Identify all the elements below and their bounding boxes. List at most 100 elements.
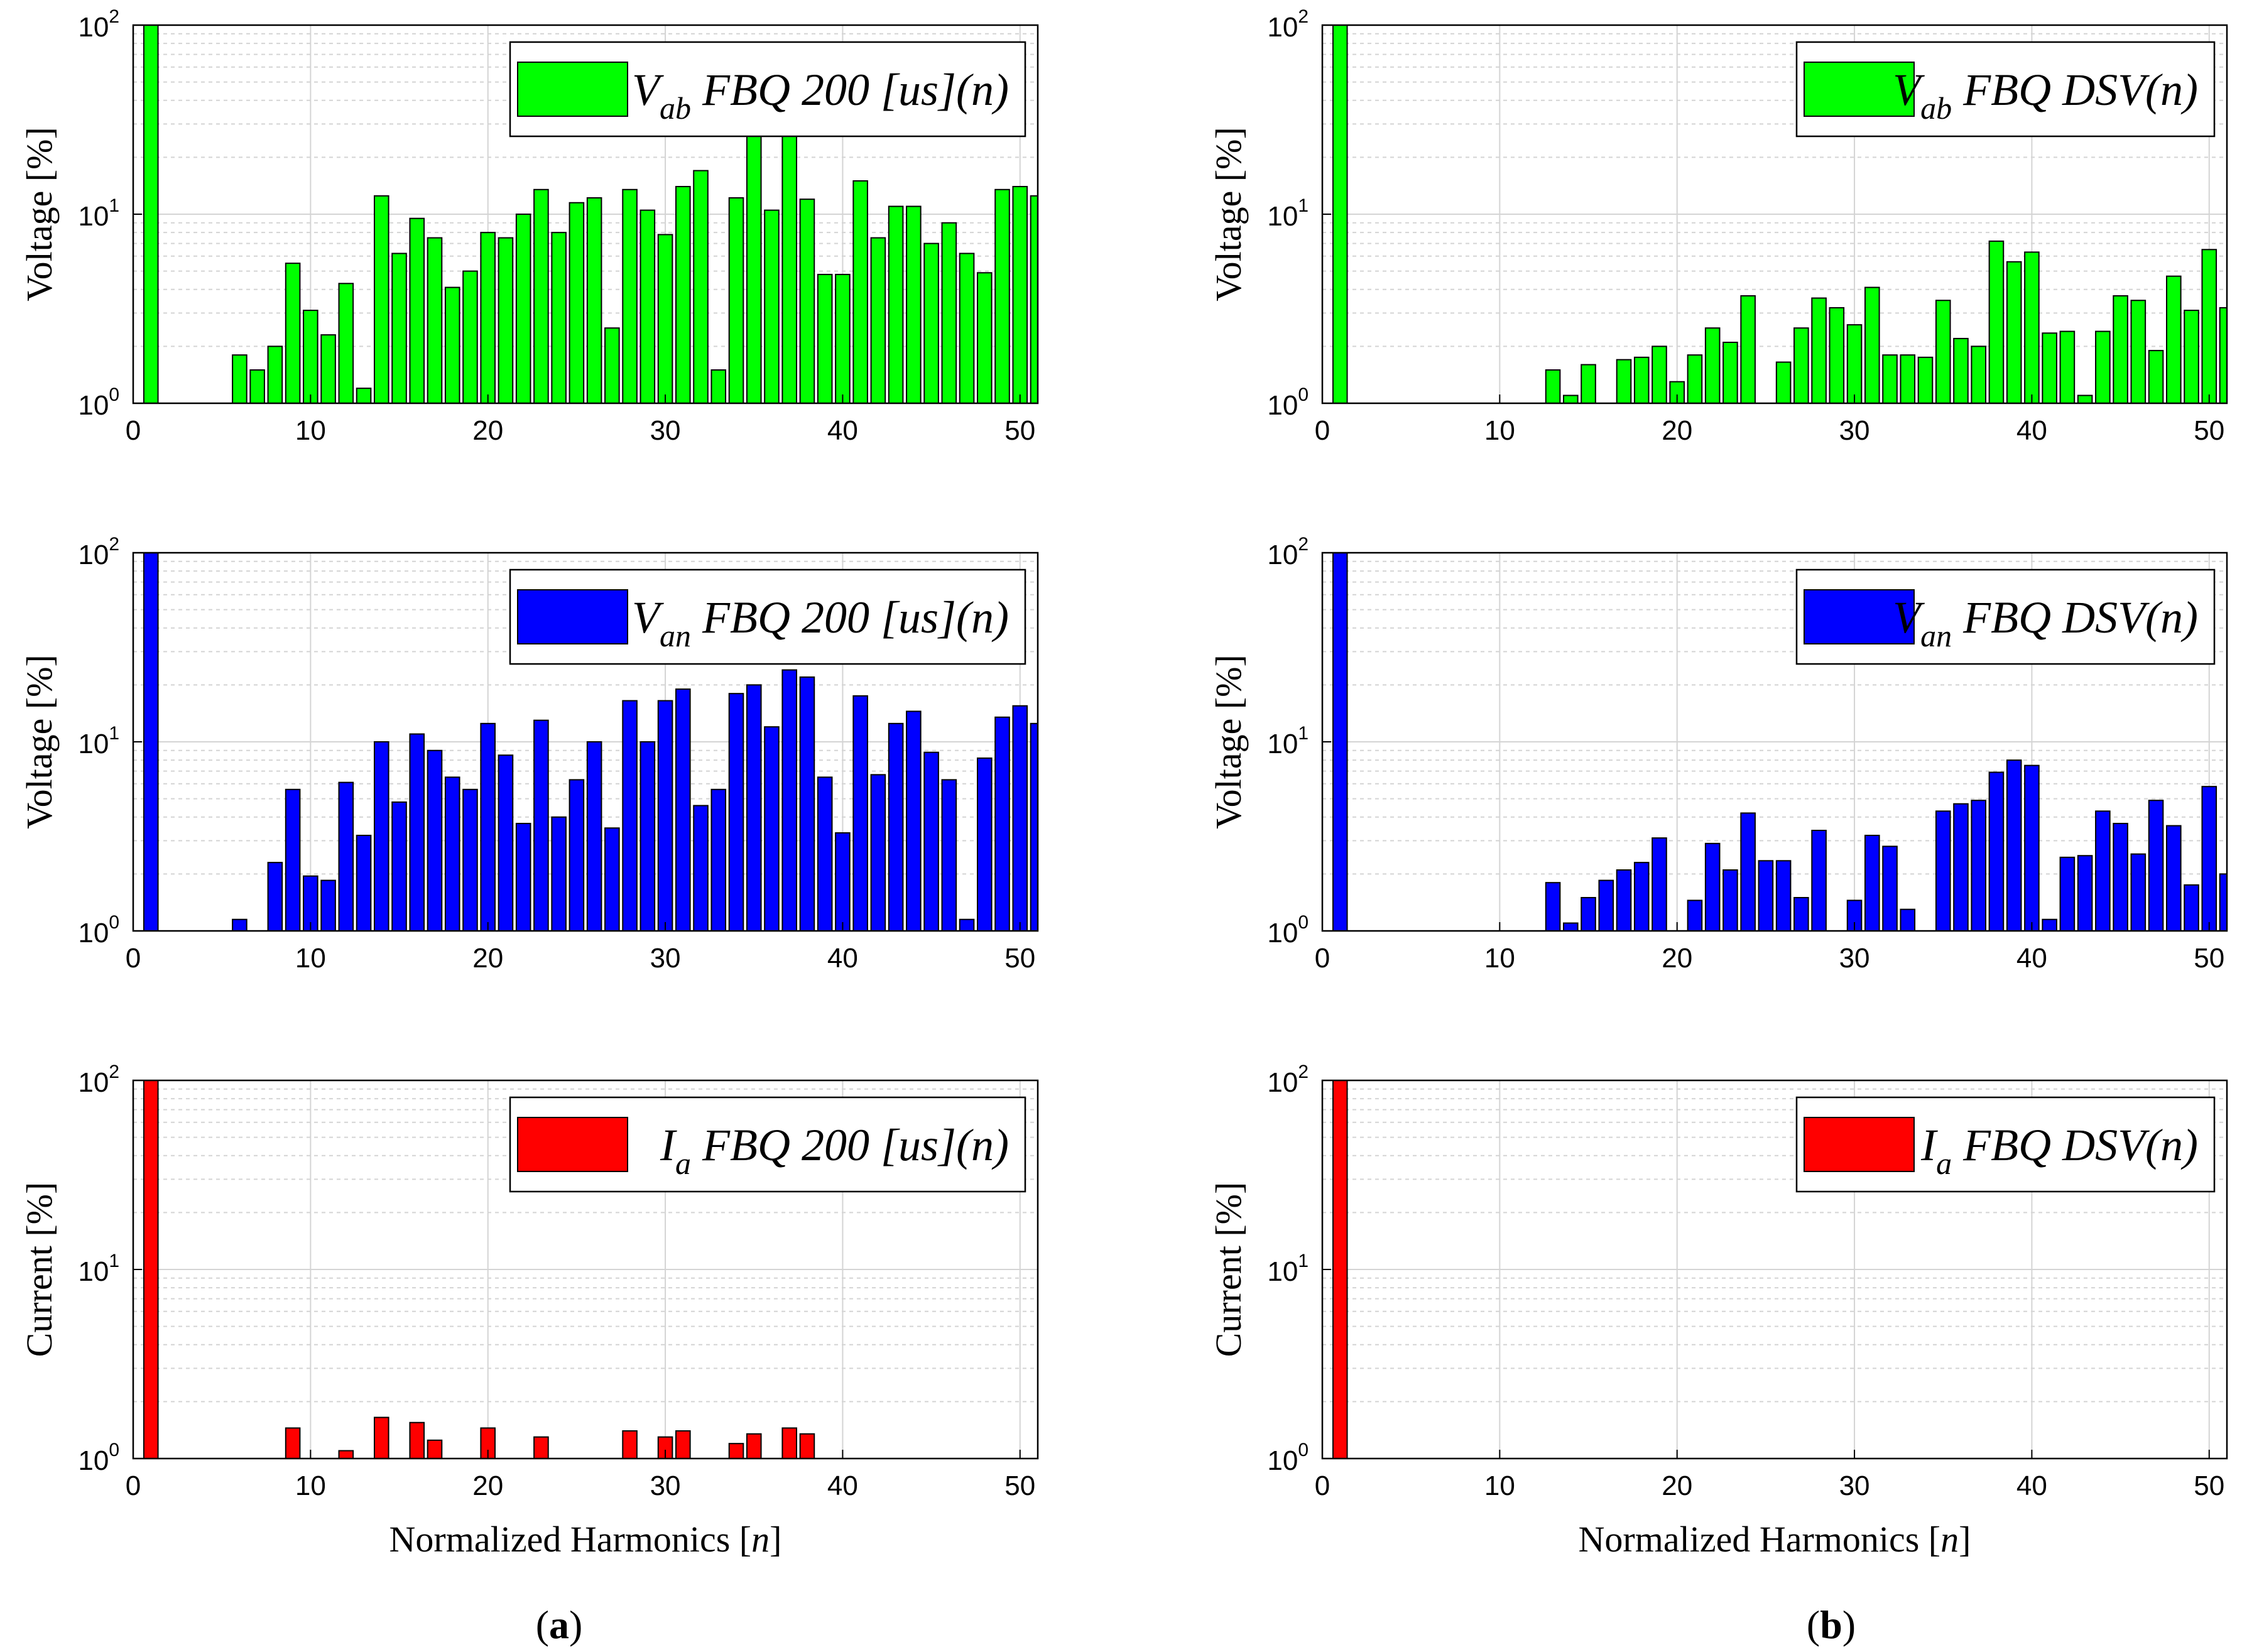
bar xyxy=(852,695,868,932)
bar xyxy=(2148,350,2164,404)
bar xyxy=(409,733,425,932)
y-tick-label: 101 xyxy=(78,723,119,759)
bar xyxy=(781,669,797,932)
bar xyxy=(586,197,602,404)
bar xyxy=(746,1433,762,1459)
x-tick-label: 50 xyxy=(2194,943,2224,974)
bar xyxy=(569,779,585,932)
legend-label: Ia FBQ DSV(n) xyxy=(1920,1120,2198,1181)
y-tick-label: 101 xyxy=(78,1251,119,1287)
y-tick-label: 102 xyxy=(1267,534,1309,570)
bar xyxy=(923,242,939,404)
bar xyxy=(604,327,620,405)
legend-label: Ia FBQ 200 [us](n) xyxy=(660,1120,1009,1181)
bar xyxy=(923,751,939,932)
x-tick-label: 10 xyxy=(295,1470,326,1501)
legend-swatch xyxy=(1804,1117,1915,1172)
bar xyxy=(1971,800,1986,932)
bar xyxy=(374,1416,389,1460)
bar xyxy=(959,253,975,405)
bar xyxy=(2113,822,2128,932)
bar xyxy=(1900,354,1916,404)
bar xyxy=(480,232,496,404)
x-tick-label: 0 xyxy=(1315,415,1330,446)
y-axis-label: Voltage [%] xyxy=(1208,127,1249,302)
bar xyxy=(799,676,815,932)
bar xyxy=(1332,552,1348,932)
bar xyxy=(2077,394,2093,404)
legend-swatch xyxy=(517,62,628,117)
bar xyxy=(888,205,904,404)
legend-label: Vab FBQ 200 [us](n) xyxy=(632,65,1009,126)
y-axis-label: Voltage [%] xyxy=(1208,655,1249,829)
bar xyxy=(391,253,407,405)
bar xyxy=(1793,327,1809,405)
bar xyxy=(622,1430,638,1459)
x-tick-label: 30 xyxy=(650,415,681,446)
bar xyxy=(427,237,443,404)
bar xyxy=(1563,394,1579,404)
y-tick-label: 102 xyxy=(78,534,119,570)
bar xyxy=(604,827,620,932)
panel-label-a: (a) xyxy=(536,1602,583,1647)
bar xyxy=(1332,24,1348,404)
bar xyxy=(1687,899,1703,932)
bar xyxy=(1633,356,1650,404)
x-tick-label: 40 xyxy=(827,415,858,446)
y-tick-label: 102 xyxy=(78,1062,119,1098)
bar xyxy=(515,822,531,932)
x-tick-label: 10 xyxy=(295,415,326,446)
bar xyxy=(764,726,780,932)
bar xyxy=(1793,896,1809,932)
bar xyxy=(693,170,709,404)
bar xyxy=(977,757,993,932)
bar xyxy=(1900,908,1916,932)
bar xyxy=(1988,240,2005,404)
bar xyxy=(870,237,886,404)
x-tick-label: 0 xyxy=(126,1470,141,1501)
bar xyxy=(1846,324,1863,404)
bar xyxy=(1811,830,1827,932)
bar xyxy=(799,198,815,404)
bar xyxy=(657,700,673,932)
x-tick-label: 10 xyxy=(1484,415,1515,446)
bar xyxy=(764,209,780,404)
chart-4: 0 10 20 30 40 50 100 101 102 Current [%] Normalize… xyxy=(19,1062,1039,1560)
bar xyxy=(2184,884,2199,932)
bar xyxy=(320,879,336,932)
bar xyxy=(1581,896,1596,932)
bar xyxy=(675,1430,691,1459)
bar xyxy=(728,693,744,932)
x-tick-label: 50 xyxy=(2194,415,2224,446)
bar xyxy=(1332,1080,1348,1459)
y-axis-label: Current [%] xyxy=(19,1182,60,1357)
bar xyxy=(1563,922,1579,932)
legend-label: Van FBQ 200 [us](n) xyxy=(632,592,1009,653)
bar xyxy=(232,354,248,404)
bar xyxy=(1740,812,1756,932)
bar xyxy=(143,552,159,932)
bar xyxy=(1935,300,1951,404)
y-tick-label: 100 xyxy=(78,912,119,948)
bar xyxy=(2113,295,2128,404)
bar xyxy=(1722,342,1738,404)
x-tick-label: 30 xyxy=(1839,943,1870,974)
legend-swatch xyxy=(1804,589,1915,644)
bar xyxy=(1704,842,1721,932)
bar xyxy=(2059,330,2076,405)
legend-label: Vab FBQ DSV(n) xyxy=(1893,65,2198,126)
x-tick-label: 40 xyxy=(2016,1470,2047,1501)
bar xyxy=(338,781,354,932)
x-tick-label: 50 xyxy=(1004,1470,1035,1501)
bar xyxy=(498,237,514,404)
bar xyxy=(2095,810,2111,932)
x-tick-label: 10 xyxy=(1484,1470,1515,1501)
y-tick-label: 102 xyxy=(1267,6,1309,43)
bar xyxy=(391,801,407,932)
y-tick-label: 102 xyxy=(78,6,119,43)
bar xyxy=(1775,860,1792,932)
bar xyxy=(1971,345,1986,405)
y-tick-label: 101 xyxy=(1267,195,1309,232)
bar xyxy=(1616,359,1632,405)
bar xyxy=(1882,354,1898,404)
